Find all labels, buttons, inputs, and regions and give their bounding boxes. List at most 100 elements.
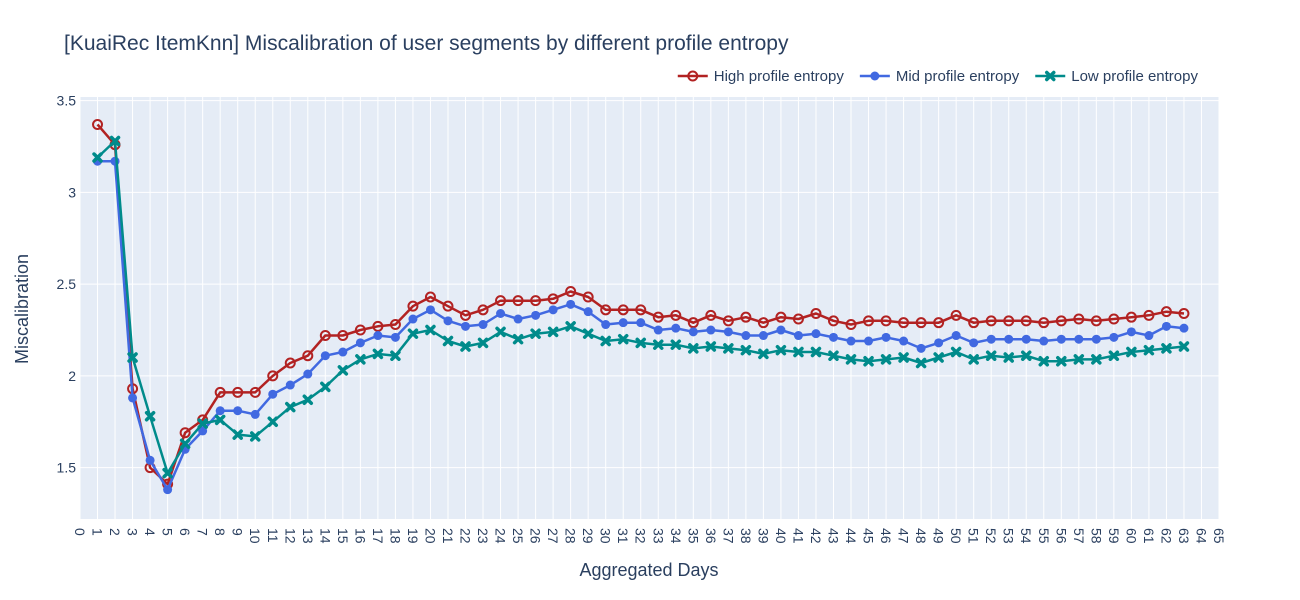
legend-item[interactable]: Low profile entropy bbox=[1035, 68, 1198, 85]
data-point[interactable] bbox=[232, 429, 243, 440]
data-point[interactable] bbox=[723, 327, 733, 337]
data-point[interactable] bbox=[1056, 355, 1067, 367]
data-point[interactable] bbox=[1056, 334, 1066, 344]
data-point[interactable] bbox=[950, 346, 962, 358]
data-point[interactable] bbox=[547, 293, 559, 305]
data-point[interactable] bbox=[302, 350, 314, 362]
data-point[interactable] bbox=[969, 338, 979, 348]
data-point[interactable] bbox=[933, 317, 945, 329]
data-point[interactable] bbox=[163, 485, 173, 495]
data-point[interactable] bbox=[687, 70, 699, 82]
data-point[interactable] bbox=[285, 401, 296, 413]
data-point[interactable] bbox=[1143, 344, 1155, 356]
data-point[interactable] bbox=[688, 343, 699, 354]
data-point[interactable] bbox=[723, 343, 734, 354]
data-point[interactable] bbox=[1179, 323, 1189, 333]
data-point[interactable] bbox=[653, 339, 664, 350]
data-point[interactable] bbox=[950, 309, 962, 321]
data-point[interactable] bbox=[1126, 346, 1137, 358]
data-point[interactable] bbox=[110, 156, 120, 166]
data-point[interactable] bbox=[845, 354, 857, 365]
data-point[interactable] bbox=[109, 135, 121, 147]
data-point[interactable] bbox=[1055, 315, 1067, 327]
data-point[interactable] bbox=[617, 304, 629, 316]
data-point[interactable] bbox=[267, 416, 279, 428]
data-point[interactable] bbox=[916, 343, 926, 353]
data-point[interactable] bbox=[531, 310, 541, 320]
data-point[interactable] bbox=[951, 331, 961, 341]
data-point[interactable] bbox=[1003, 352, 1014, 363]
data-point[interactable] bbox=[985, 315, 997, 327]
data-point[interactable] bbox=[810, 308, 822, 320]
data-point[interactable] bbox=[618, 318, 628, 328]
data-point[interactable] bbox=[1091, 354, 1102, 365]
data-point[interactable] bbox=[775, 344, 787, 356]
data-point[interactable] bbox=[250, 409, 260, 419]
data-point[interactable] bbox=[442, 300, 454, 312]
data-point[interactable] bbox=[792, 313, 804, 325]
data-point[interactable] bbox=[635, 337, 646, 349]
data-point[interactable] bbox=[214, 386, 226, 398]
data-point[interactable] bbox=[442, 335, 454, 347]
data-point[interactable] bbox=[548, 305, 558, 315]
data-point[interactable] bbox=[478, 320, 488, 330]
data-point[interactable] bbox=[1074, 334, 1084, 344]
data-point[interactable] bbox=[249, 386, 261, 398]
data-point[interactable] bbox=[495, 295, 507, 307]
data-point[interactable] bbox=[811, 329, 821, 339]
data-point[interactable] bbox=[92, 152, 103, 163]
data-point[interactable] bbox=[828, 350, 839, 361]
data-point[interactable] bbox=[302, 394, 314, 405]
data-point[interactable] bbox=[986, 334, 996, 344]
data-point[interactable] bbox=[1038, 317, 1050, 329]
data-point[interactable] bbox=[477, 304, 489, 316]
data-point[interactable] bbox=[740, 311, 752, 323]
data-point[interactable] bbox=[128, 393, 138, 403]
data-point[interactable] bbox=[512, 295, 524, 307]
data-point[interactable] bbox=[495, 326, 506, 338]
data-point[interactable] bbox=[899, 336, 909, 346]
data-point[interactable] bbox=[583, 307, 593, 317]
legend-item[interactable]: Mid profile entropy bbox=[859, 68, 1020, 85]
data-point[interactable] bbox=[267, 370, 279, 382]
data-point[interactable] bbox=[320, 381, 331, 393]
data-point[interactable] bbox=[390, 350, 401, 361]
data-point[interactable] bbox=[355, 338, 365, 348]
data-point[interactable] bbox=[863, 355, 874, 367]
data-point[interactable] bbox=[1125, 311, 1137, 323]
data-point[interactable] bbox=[705, 341, 717, 352]
data-point[interactable] bbox=[601, 320, 611, 330]
data-point[interactable] bbox=[1003, 315, 1015, 327]
data-point[interactable] bbox=[285, 380, 295, 390]
data-point[interactable] bbox=[898, 352, 909, 363]
data-point[interactable] bbox=[354, 324, 366, 336]
data-point[interactable] bbox=[600, 335, 611, 347]
data-point[interactable] bbox=[1178, 341, 1190, 352]
data-point[interactable] bbox=[775, 311, 787, 323]
data-point[interactable] bbox=[372, 348, 384, 360]
data-point[interactable] bbox=[757, 317, 769, 329]
data-point[interactable] bbox=[566, 299, 576, 309]
data-point[interactable] bbox=[461, 321, 471, 331]
data-point[interactable] bbox=[268, 389, 278, 399]
data-point[interactable] bbox=[1108, 313, 1120, 325]
data-point[interactable] bbox=[915, 317, 927, 329]
data-point[interactable] bbox=[530, 295, 542, 307]
data-point[interactable] bbox=[232, 386, 244, 398]
data-point[interactable] bbox=[793, 346, 804, 358]
data-point[interactable] bbox=[968, 317, 980, 329]
data-point[interactable] bbox=[758, 331, 768, 341]
data-point[interactable] bbox=[233, 406, 243, 416]
data-point[interactable] bbox=[1021, 334, 1031, 344]
data-point[interactable] bbox=[688, 327, 698, 337]
data-point[interactable] bbox=[741, 331, 751, 341]
legend[interactable]: High profile entropy Mid profile entropy L… bbox=[677, 68, 1199, 85]
data-point[interactable] bbox=[547, 326, 559, 338]
data-point[interactable] bbox=[249, 431, 261, 442]
data-point[interactable] bbox=[303, 369, 313, 379]
data-point[interactable] bbox=[372, 320, 384, 332]
data-point[interactable] bbox=[1073, 313, 1085, 325]
data-point[interactable] bbox=[390, 332, 400, 342]
data-point[interactable] bbox=[1178, 308, 1190, 320]
data-point[interactable] bbox=[512, 333, 524, 345]
